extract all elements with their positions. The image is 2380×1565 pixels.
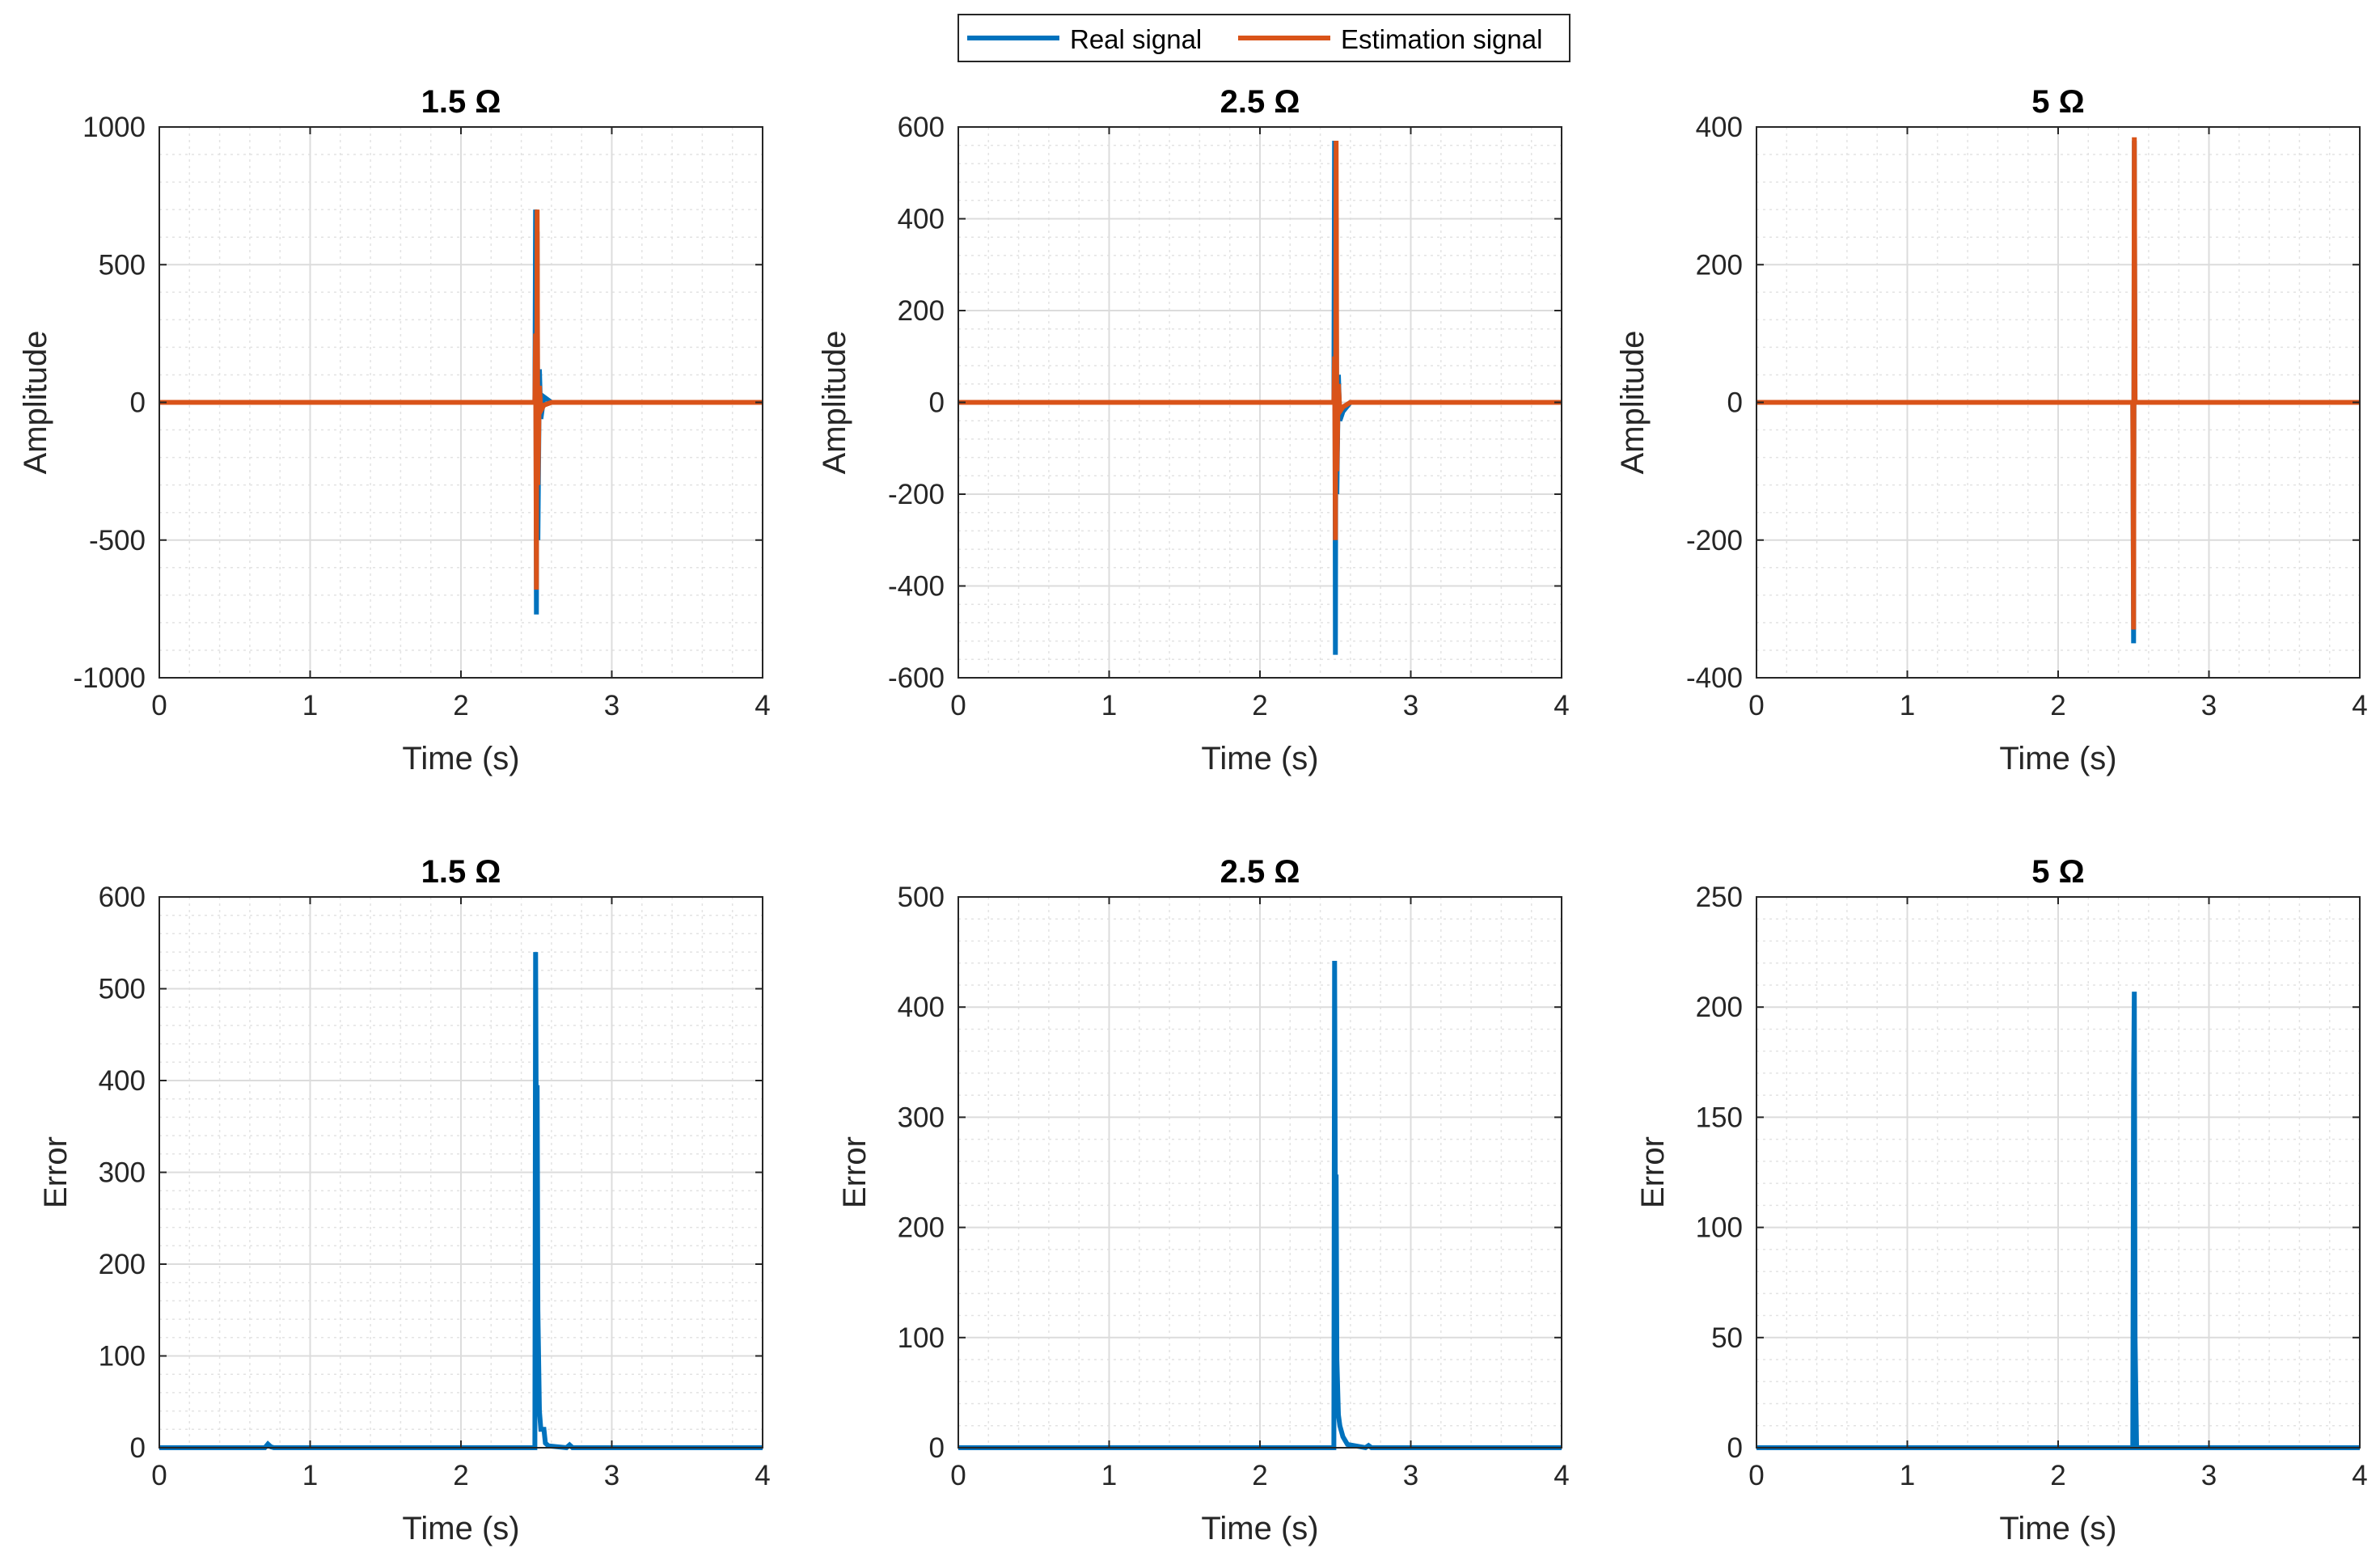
subplot-1: 0 1 2 3 4 -1000 -500 0 500 1000 1.5 Ω Time (s) Ampli… bbox=[18, 84, 771, 776]
y-tick-label: 200 bbox=[898, 1212, 945, 1244]
y-tick-label: -500 bbox=[89, 525, 146, 556]
x-tick-label: 4 bbox=[1554, 1460, 1569, 1491]
y-tick-label: 0 bbox=[929, 387, 945, 419]
series-line bbox=[1756, 137, 2360, 630]
x-axis-label: Time (s) bbox=[402, 1511, 519, 1546]
x-tick-label: 3 bbox=[2201, 1460, 2217, 1491]
x-tick-label: 2 bbox=[1252, 1460, 1267, 1491]
subplot-title: 1.5 Ω bbox=[421, 84, 501, 120]
subplot-3: 0 1 2 3 4 -400 -200 0 200 400 5 Ω Time (s) Amplitude bbox=[1615, 84, 2368, 776]
y-tick-label: 1000 bbox=[82, 112, 146, 143]
subplot-title: 2.5 Ω bbox=[1220, 854, 1300, 890]
x-tick-label: 3 bbox=[1403, 690, 1418, 721]
y-tick-label: 200 bbox=[1696, 992, 1743, 1023]
y-tick-label: 300 bbox=[898, 1102, 945, 1133]
x-tick-label: 2 bbox=[1252, 690, 1267, 721]
x-axis-label: Time (s) bbox=[1999, 741, 2116, 776]
series-line bbox=[159, 209, 763, 590]
y-tick-label: 100 bbox=[99, 1341, 146, 1373]
x-tick-label: 4 bbox=[2352, 1460, 2367, 1491]
y-axis-label: Error bbox=[38, 1136, 74, 1208]
y-tick-label: 0 bbox=[130, 1432, 146, 1464]
y-axis-label: Amplitude bbox=[18, 331, 53, 475]
x-tick-label: 0 bbox=[950, 1460, 966, 1491]
legend-label-estimation: Estimation signal bbox=[1341, 24, 1542, 54]
x-tick-label: 0 bbox=[1748, 690, 1764, 721]
x-tick-label: 4 bbox=[755, 1460, 770, 1491]
y-tick-label: 500 bbox=[99, 249, 146, 281]
y-tick-label: 100 bbox=[898, 1322, 945, 1354]
x-axis-label: Time (s) bbox=[402, 741, 519, 776]
x-tick-label: 1 bbox=[302, 1460, 318, 1491]
y-tick-label: 200 bbox=[898, 295, 945, 327]
y-tick-label: -400 bbox=[1686, 662, 1743, 694]
x-tick-label: 1 bbox=[1900, 1460, 1915, 1491]
x-tick-label: 1 bbox=[1101, 690, 1117, 721]
y-tick-label: 400 bbox=[898, 204, 945, 235]
subplot-title: 1.5 Ω bbox=[421, 854, 501, 890]
x-tick-label: 4 bbox=[2352, 690, 2367, 721]
legend: Real signal Estimation signal bbox=[957, 14, 1570, 62]
y-tick-label: 400 bbox=[99, 1065, 146, 1097]
y-axis-label: Amplitude bbox=[817, 331, 852, 475]
y-tick-label: 50 bbox=[1711, 1322, 1743, 1354]
x-tick-label: 3 bbox=[2201, 690, 2217, 721]
x-tick-label: 2 bbox=[2050, 690, 2065, 721]
x-tick-label: 0 bbox=[151, 690, 167, 721]
y-tick-label: 0 bbox=[130, 387, 146, 419]
subplot-title: 2.5 Ω bbox=[1220, 84, 1300, 120]
y-axis-label: Amplitude bbox=[1615, 331, 1651, 475]
y-tick-label: 0 bbox=[929, 1432, 945, 1464]
y-axis-label: Error bbox=[1635, 1136, 1671, 1208]
x-tick-label: 0 bbox=[950, 690, 966, 721]
y-tick-label: 150 bbox=[1696, 1102, 1743, 1133]
y-tick-label: -400 bbox=[888, 571, 945, 603]
y-tick-label: 200 bbox=[99, 1249, 146, 1280]
x-axis-label: Time (s) bbox=[1201, 741, 1318, 776]
y-tick-label: 600 bbox=[898, 112, 945, 143]
series-line bbox=[958, 960, 1562, 1451]
x-tick-label: 1 bbox=[1101, 1460, 1117, 1491]
x-tick-label: 0 bbox=[1748, 1460, 1764, 1491]
y-tick-label: -600 bbox=[888, 662, 945, 694]
x-tick-label: 0 bbox=[151, 1460, 167, 1491]
y-tick-label: 300 bbox=[99, 1157, 146, 1189]
subplot-2: 0 1 2 3 4 -600 -400 -200 0 200 400 600 2.5 Ω Time (s)… bbox=[817, 84, 1570, 776]
subplot-5: 0 1 2 3 4 0 100 200 300 400 500 2.5 Ω Time (s) Error bbox=[837, 854, 1570, 1546]
x-tick-label: 1 bbox=[1900, 690, 1915, 721]
y-tick-label: 500 bbox=[99, 974, 146, 1005]
x-tick-label: 3 bbox=[1403, 1460, 1418, 1491]
x-tick-label: 2 bbox=[453, 1460, 468, 1491]
subplot-6: 0 1 2 3 4 0 50 100 150 200 250 5 Ω Time (s) Error bbox=[1635, 854, 2368, 1546]
x-tick-label: 1 bbox=[302, 690, 318, 721]
x-tick-label: 4 bbox=[1554, 690, 1569, 721]
subplot-4: 0 1 2 3 4 0 100 200 300 400 500 600 1.5 Ω Time (s) Err… bbox=[38, 854, 771, 1546]
x-tick-label: 4 bbox=[755, 690, 770, 721]
series-line bbox=[958, 140, 1562, 540]
subplot-title: 5 Ω bbox=[2031, 854, 2084, 890]
y-tick-label: 600 bbox=[99, 882, 146, 913]
y-tick-label: 0 bbox=[1727, 387, 1743, 419]
y-tick-label: 400 bbox=[898, 992, 945, 1023]
y-tick-label: 400 bbox=[1696, 112, 1743, 143]
y-tick-label: -200 bbox=[1686, 525, 1743, 556]
x-tick-label: 3 bbox=[604, 690, 619, 721]
y-tick-label: 200 bbox=[1696, 249, 1743, 281]
y-tick-label: 500 bbox=[898, 882, 945, 913]
x-axis-label: Time (s) bbox=[1201, 1511, 1318, 1546]
y-tick-label: -200 bbox=[888, 479, 945, 510]
y-tick-label: 250 bbox=[1696, 882, 1743, 913]
x-axis-label: Time (s) bbox=[1999, 1511, 2116, 1546]
x-tick-label: 3 bbox=[604, 1460, 619, 1491]
x-tick-label: 2 bbox=[453, 690, 468, 721]
y-tick-label: 100 bbox=[1696, 1212, 1743, 1244]
subplot-title: 5 Ω bbox=[2031, 84, 2084, 120]
y-axis-label: Error bbox=[837, 1136, 873, 1208]
legend-label-real: Real signal bbox=[1070, 24, 1202, 54]
y-tick-label: 0 bbox=[1727, 1432, 1743, 1464]
y-tick-label: -1000 bbox=[73, 662, 146, 694]
x-tick-label: 2 bbox=[2050, 1460, 2065, 1491]
